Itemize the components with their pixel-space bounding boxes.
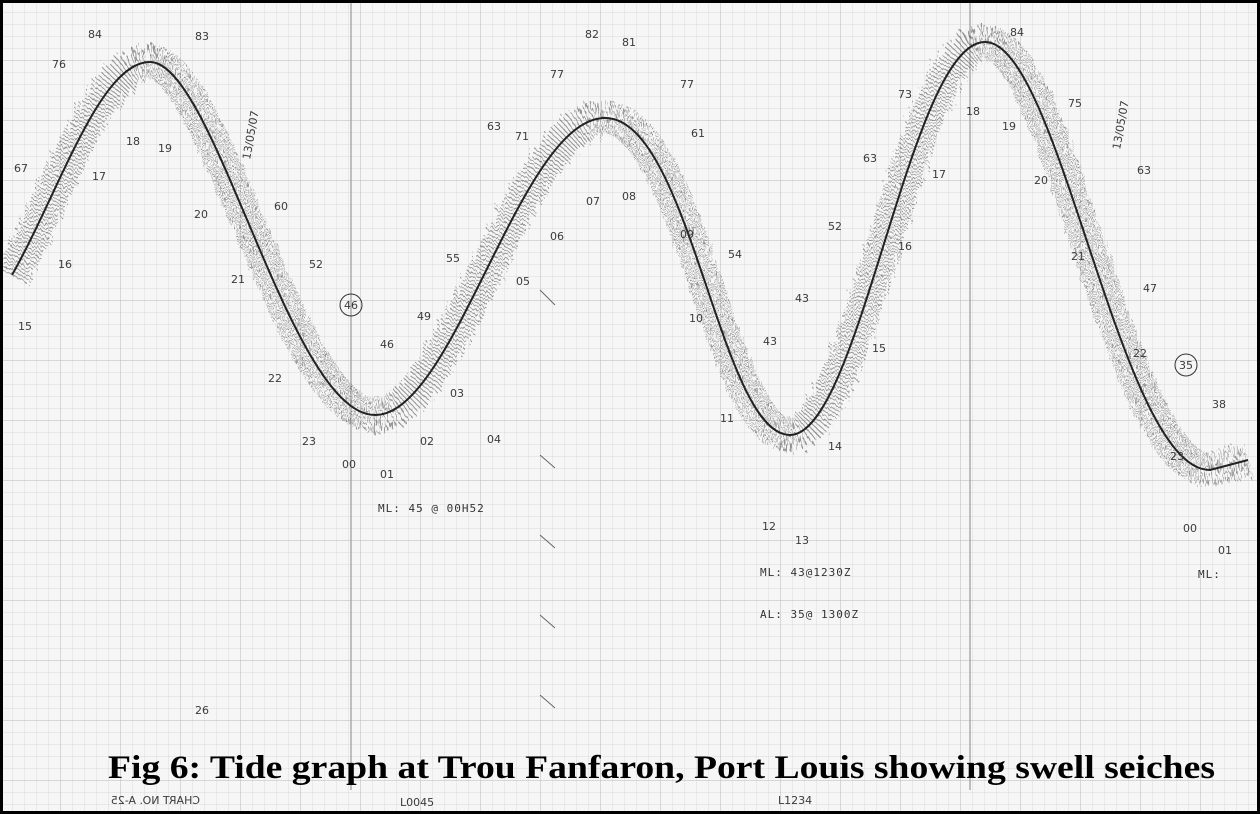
annotation: 63 [1137,164,1151,177]
annotation: 71 [515,130,529,143]
annotation: 18 [126,135,140,148]
annotation: 55 [446,252,460,265]
annotation: 11 [720,412,734,425]
annotation: 03 [450,387,464,400]
annotation: 20 [194,208,208,221]
annotation: 67 [14,162,28,175]
annotation: 61 [691,127,705,140]
annotation: 19 [1002,120,1016,133]
annotation: 76 [52,58,66,71]
annotation: ML: [1198,568,1221,581]
annotation: 77 [550,68,564,81]
annotation: 49 [417,310,431,323]
annotation: 17 [932,168,946,181]
annotation: 43 [763,335,777,348]
annotation: 15 [18,320,32,333]
annotation: 17 [92,170,106,183]
annotation: 01 [380,468,394,481]
annotation: 20 [1034,174,1048,187]
annotation: 05 [516,275,530,288]
annotation: 60 [274,200,288,213]
annotation: 00 [342,458,356,471]
annotation: 06 [550,230,564,243]
annotation: 21 [1071,250,1085,263]
annotation: 07 [586,195,600,208]
annotation: 23 [302,435,316,448]
annotation: 16 [58,258,72,271]
annotation: 23 [1170,450,1184,463]
annotation: 73 [898,88,912,101]
annotation: 16 [898,240,912,253]
annotation: 12 [762,520,776,533]
annotation: 08 [622,190,636,203]
annotation: 22 [1133,347,1147,360]
annotation: AL: 35@ 1300Z [760,608,859,621]
annotation: 00 [1183,522,1197,535]
tide-figure: 76 84 83 67 17 16 15 18 19 20 21 60 52 4… [0,0,1260,814]
annotation: L1234 [778,794,812,807]
annotation: 15 [872,342,886,355]
annotation: 52 [828,220,842,233]
annotation: 43 [795,292,809,305]
annotation: 14 [828,440,842,453]
grid [0,0,1260,814]
annotation: L0045 [400,796,434,809]
annotation: CHART NO. A-25 [111,794,200,807]
annotation: 35 [1179,359,1193,372]
annotation: 01 [1218,544,1232,557]
annotation: 81 [622,36,636,49]
annotation: 18 [966,105,980,118]
annotation: 10 [689,312,703,325]
annotation: 54 [728,248,742,261]
annotation: 84 [88,28,102,41]
annotation: ML: 43@1230Z [760,566,851,579]
annotation: 22 [268,372,282,385]
annotation: 04 [487,433,501,446]
annotation: 84 [1010,26,1024,39]
annotation: 63 [863,152,877,165]
annotation: 83 [195,30,209,43]
caption: Fig 6: Tide graph at Trou Fanfaron, Port… [108,750,1215,786]
annotation: 63 [487,120,501,133]
annotation: 46 [344,299,358,312]
page: {"caption": "Fig 6: Tide graph at Trou F… [0,0,1260,814]
annotation: ML: 45 @ 00H52 [378,502,485,515]
annotation: 02 [420,435,434,448]
annotation: 82 [585,28,599,41]
annotation: 19 [158,142,172,155]
annotation: 77 [680,78,694,91]
annotation: 47 [1143,282,1157,295]
annotation: 75 [1068,97,1082,110]
annotation: 52 [309,258,323,271]
annotation: 26 [195,704,209,717]
annotation: 21 [231,273,245,286]
annotation: 09 [680,228,694,241]
annotation: 38 [1212,398,1226,411]
annotation: 46 [380,338,394,351]
annotation: 13 [795,534,809,547]
